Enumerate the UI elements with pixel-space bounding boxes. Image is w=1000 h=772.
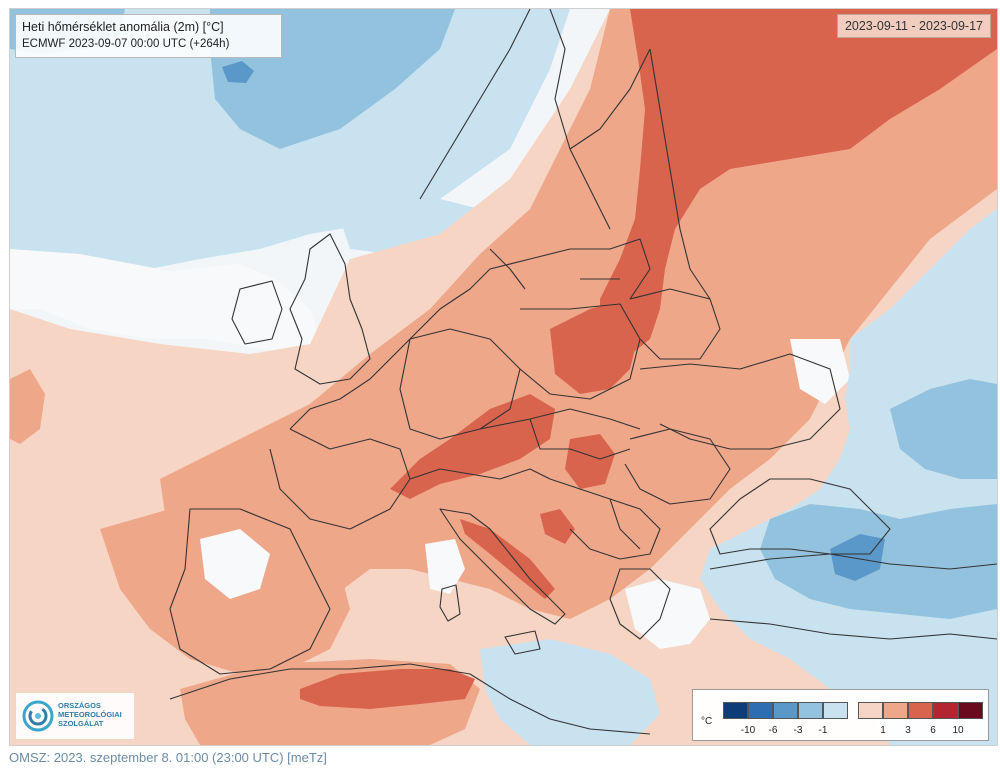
- border-russia-west: [649, 48, 711, 300]
- legend-cell-warm-1: [883, 702, 908, 719]
- coastline-great-britain: [289, 233, 371, 385]
- border-germany: [399, 328, 521, 440]
- anomaly-area-russia-red: [600, 9, 997, 359]
- border-belarus: [629, 288, 721, 360]
- coastline-sardinia: [439, 584, 461, 622]
- legend-cell-warm-0: [858, 702, 883, 719]
- border-alps: [409, 468, 551, 480]
- legend-cell-warm-2: [908, 702, 933, 719]
- legend-cell-cold-0: [723, 702, 748, 719]
- anomaly-area-caspian-blue: [890, 379, 997, 479]
- footer-issued-time: OMSZ: 2023. szeptember 8. 01:00 (23:00 U…: [9, 750, 327, 765]
- legend-tick-warm-3: 10: [952, 725, 964, 736]
- anomaly-area-turkey-blue-core: [830, 534, 885, 581]
- map-title: Heti hőmérséklet anomália (2m) [°C]: [22, 20, 224, 34]
- anomaly-area-algeria-red: [300, 669, 475, 709]
- coastline-greece: [609, 568, 671, 640]
- anomaly-area-greece-neutral: [625, 579, 710, 649]
- border-baltics: [570, 238, 651, 300]
- legend-cell-cold-1: [748, 702, 773, 719]
- border-central-europe: [479, 408, 641, 460]
- anomaly-area-balkans-red: [540, 509, 575, 544]
- coastline-iberia: [169, 508, 331, 675]
- anomaly-area-alps-red: [390, 394, 555, 499]
- color-scale-legend: °C -10 -6 -3 -1 1 3 6 10: [692, 689, 989, 741]
- forecast-map: Heti hőmérséklet anomália (2m) [°C] ECMW…: [9, 8, 998, 746]
- legend-cell-cold-3: [798, 702, 823, 719]
- legend-tick-cold-1: -6: [768, 725, 778, 736]
- border-romania: [624, 428, 731, 505]
- anomaly-area-spain-neutral: [425, 539, 465, 594]
- legend-tick-cold-0: -10: [740, 725, 756, 736]
- map-subtitle-model-run: ECMWF 2023-09-07 00:00 UTC (+264h): [22, 38, 230, 50]
- legend-tick-warm-2: 6: [930, 725, 936, 736]
- border-ukraine: [639, 353, 841, 450]
- border-poland: [519, 303, 641, 400]
- forecast-date-range: 2023-09-11 - 2023-09-17: [836, 14, 991, 38]
- legend-tick-cold-2: -3: [793, 725, 803, 736]
- anomaly-area-iberia-neutral: [200, 529, 270, 599]
- legend-tick-warm-1: 3: [905, 725, 911, 736]
- anomaly-area-mediterranean-light-blue: [480, 639, 660, 745]
- omsz-logo-text: ORSZÁGOS METEOROLÓGIAI SZOLGÁLAT: [58, 701, 122, 728]
- legend-unit: °C: [701, 716, 713, 727]
- map-title-box: Heti hőmérséklet anomália (2m) [°C] ECMW…: [15, 14, 282, 58]
- anomaly-area-iceland-core: [222, 61, 254, 83]
- coastline-italy: [439, 508, 566, 625]
- legend-cell-cold-2: [773, 702, 798, 719]
- anomaly-area-italy-red: [460, 519, 555, 599]
- legend-cell-cold-4: [823, 702, 848, 719]
- anomaly-map-canvas: [10, 9, 997, 745]
- coastline-black-sea: [709, 478, 891, 555]
- coastline-ireland: [231, 280, 283, 345]
- legend-cell-warm-3: [933, 702, 958, 719]
- anomaly-area-atlantic-orange: [10, 369, 45, 444]
- omsz-logo: ORSZÁGOS METEOROLÓGIAI SZOLGÁLAT: [16, 693, 134, 739]
- anomaly-area-poland-red: [550, 299, 640, 394]
- country-boundaries: [169, 9, 997, 735]
- legend-tick-cold-3: -1: [818, 725, 828, 736]
- anomaly-area-hungary-red: [565, 434, 615, 489]
- border-balkans: [549, 478, 661, 560]
- coastline-scandinavia: [419, 9, 651, 290]
- legend-tick-warm-0: 1: [880, 725, 886, 736]
- legend-cell-warm-4: [958, 702, 983, 719]
- coastline-sicily: [504, 630, 541, 655]
- coastline-north-africa: [169, 663, 651, 735]
- anomaly-area-british-isles-neutral: [10, 249, 320, 354]
- coastline-turkey: [709, 553, 997, 640]
- border-france: [269, 428, 411, 530]
- omsz-swirl-icon: [22, 700, 54, 732]
